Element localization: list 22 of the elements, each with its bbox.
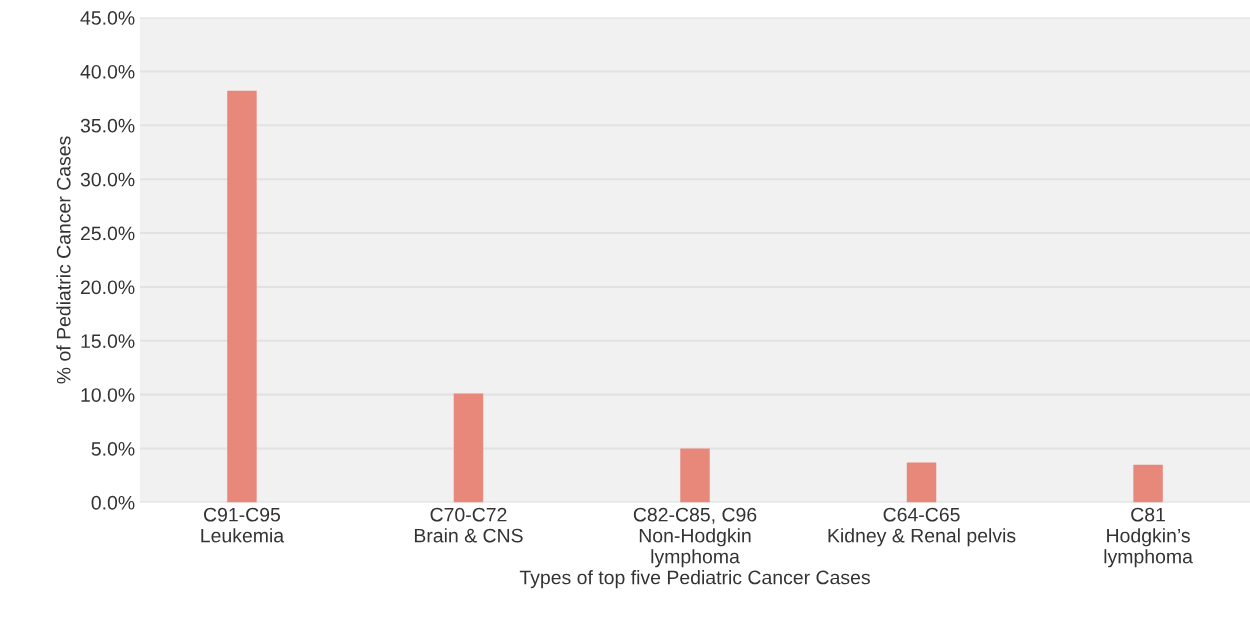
x-tick-label: C70-C72 Brain & CNS (414, 507, 523, 543)
y-tick-label: 35.0% (80, 118, 135, 133)
bar (227, 90, 257, 503)
bar (453, 393, 484, 503)
bar (1133, 464, 1163, 503)
x-tick-label: C64-C65 Kidney & Renal pelvis (828, 507, 1016, 547)
y-tick-label: 45.0% (80, 11, 135, 25)
x-tick-label: C82-C85, C96 Non-Hodgkin lymphoma (633, 507, 757, 568)
y-axis-title: % of Pediatric Cancer Cases (56, 136, 71, 384)
x-tick-label: C91-C95 Leukemia (201, 507, 285, 543)
y-tick-label: 25.0% (80, 226, 135, 241)
bar (906, 462, 937, 503)
y-tick-label: 20.0% (80, 280, 135, 295)
bar (680, 448, 710, 503)
x-tick-label: C81 Hodgkin’s lymphoma (1104, 507, 1193, 568)
y-tick-label: 10.0% (81, 388, 135, 402)
y-tick-label: 30.0% (80, 172, 135, 187)
y-tick-label: 5.0% (91, 442, 135, 456)
y-tick-label: 0.0% (91, 495, 135, 510)
x-axis-title: Types of top five Pediatric Cancer Cases (519, 570, 870, 589)
y-tick-label: 40.0% (80, 64, 135, 79)
y-tick-label: 15.0% (81, 334, 135, 349)
